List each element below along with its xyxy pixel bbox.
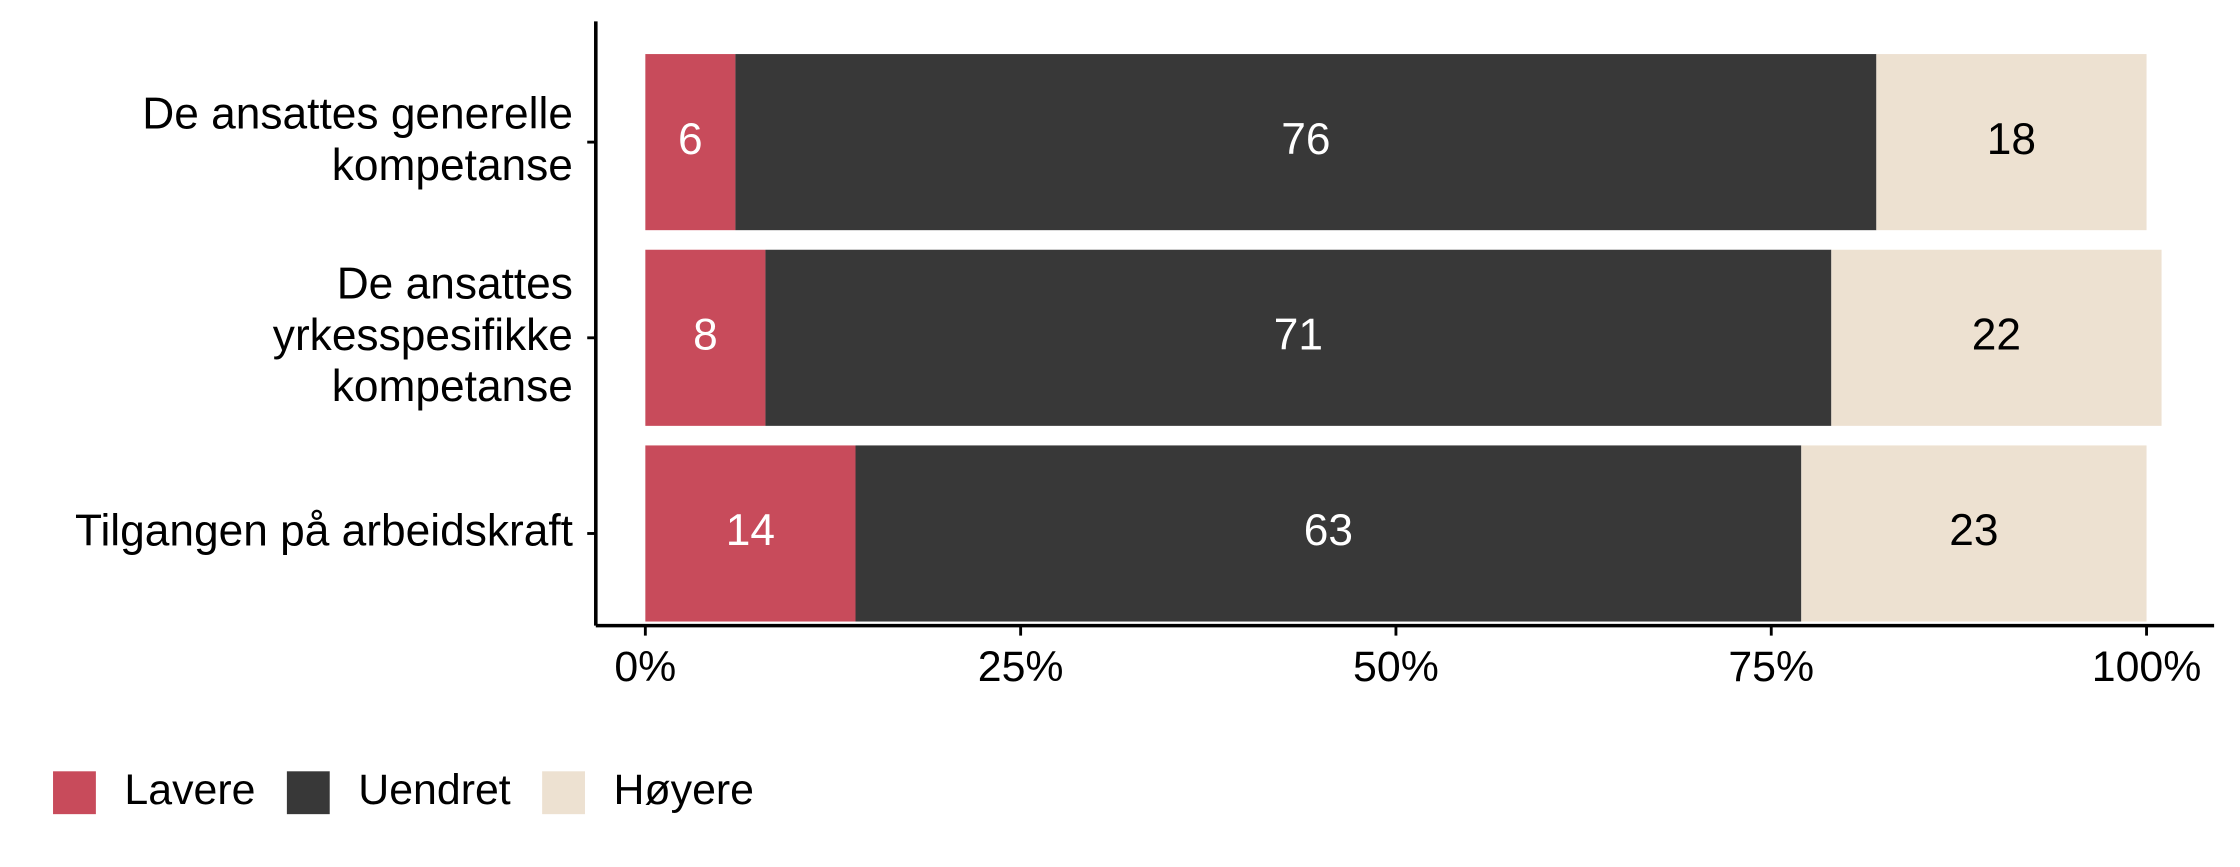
- legend-label: Høyere: [614, 766, 754, 814]
- data-label: 76: [1281, 115, 1330, 164]
- x-tick-label: 25%: [978, 643, 1064, 691]
- bar-segment: [1831, 249, 2162, 426]
- x-tick-label: 0%: [614, 643, 676, 691]
- y-tick-label: De ansattes generelle kompetanse: [142, 89, 573, 189]
- bar-segment: [645, 54, 736, 231]
- data-label: 71: [1274, 310, 1323, 359]
- data-label: 14: [726, 506, 775, 555]
- legend-swatch: [53, 771, 96, 815]
- data-label: 63: [1304, 506, 1353, 555]
- legend-swatch: [286, 771, 330, 815]
- x-tick-label: 100%: [2092, 643, 2202, 691]
- data-label: 23: [1949, 506, 1998, 555]
- legend-label: Uendret: [358, 766, 511, 814]
- data-label: 18: [1987, 115, 2036, 164]
- data-label: 22: [1972, 310, 2021, 359]
- legend-swatch: [542, 771, 585, 815]
- data-label: 8: [693, 310, 718, 359]
- bar-segment: [765, 249, 1832, 426]
- x-tick-label: 75%: [1728, 643, 1814, 691]
- bar-segment: [645, 445, 856, 622]
- bar-segment: [645, 249, 766, 426]
- bar-segment: [735, 54, 1877, 231]
- bar-segment: [1876, 54, 2147, 231]
- y-tick-label: Tilgangen på arbeidskraft: [75, 506, 573, 555]
- data-label: 6: [678, 115, 703, 164]
- x-tick-label: 50%: [1353, 643, 1439, 691]
- legend-label: Lavere: [124, 766, 255, 814]
- bar-segment: [855, 445, 1802, 622]
- y-tick-label: De ansattes yrkesspesifikke kompetanse: [273, 259, 573, 411]
- bar-segment: [1801, 445, 2147, 622]
